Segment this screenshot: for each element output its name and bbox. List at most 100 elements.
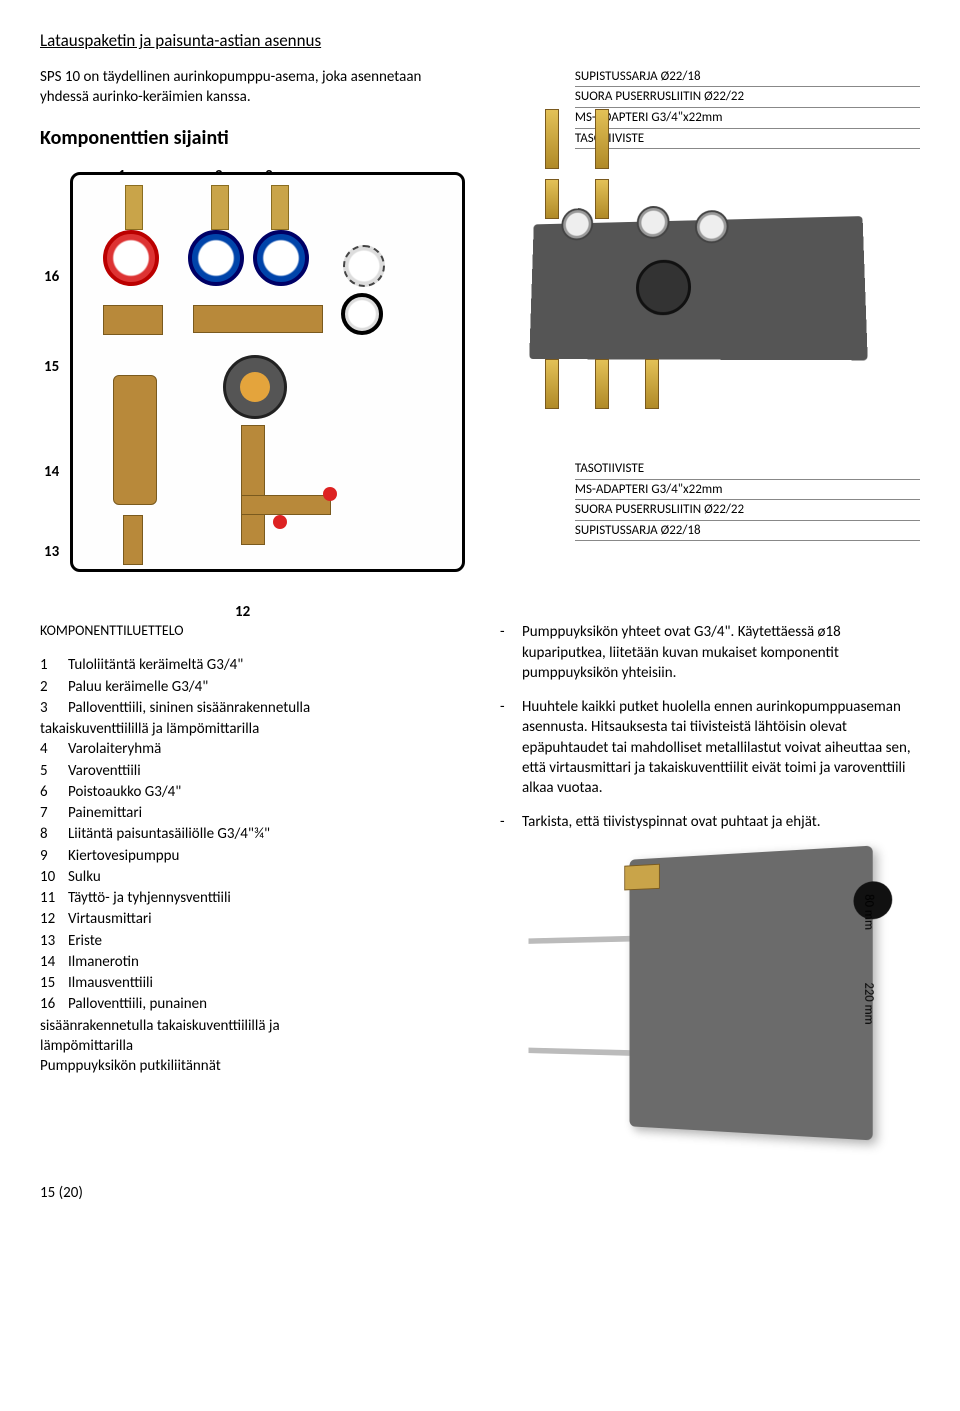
label-adapteri: MS-ADAPTERI G3/4"x22mm bbox=[575, 108, 920, 129]
item-number: 13 bbox=[40, 931, 68, 951]
label-puserrusliitin: SUORA PUSERRUSLIITIN Ø22/22 bbox=[575, 500, 920, 521]
component-list-heading: KOMPONENTTILUETTELO bbox=[40, 622, 460, 641]
item-text: Paluu keräimelle G3/4" bbox=[68, 677, 460, 697]
item-number: 14 bbox=[40, 952, 68, 972]
item-number: 9 bbox=[40, 846, 68, 866]
list-item: 16Palloventtiili, punainen bbox=[40, 994, 460, 1014]
assembly-diagram bbox=[505, 159, 920, 419]
item-text: Sulku bbox=[68, 867, 460, 887]
label-tasotiiviste: TASOTIIVISTE bbox=[575, 129, 920, 150]
pipe-icon bbox=[241, 425, 265, 545]
list-item: 3Palloventtiili, sininen sisäänrakennetu… bbox=[40, 698, 460, 718]
lower-columns: KOMPONENTTILUETTELO 1Tuloliitäntä keräim… bbox=[40, 622, 920, 1132]
page-number: 15 (20) bbox=[40, 1183, 920, 1203]
list-item: 12Virtausmittari bbox=[40, 909, 460, 929]
list-item: 5Varoventtiili bbox=[40, 761, 460, 781]
item-number: 10 bbox=[40, 867, 68, 887]
gauge-blue2-icon bbox=[253, 230, 309, 286]
bullet-dash-icon: - bbox=[500, 697, 522, 798]
left-column: SPS 10 on täydellinen aurinkopumppu-asem… bbox=[40, 67, 475, 593]
callout-13: 13 bbox=[44, 542, 59, 562]
fitting-icon bbox=[645, 359, 659, 409]
wall-anchor-icon bbox=[529, 936, 630, 944]
notes-column: -Pumppuyksikön yhteet ovat G3/4". Käytet… bbox=[500, 622, 920, 1132]
label-supistussarja: SUPISTUSSARJA Ø22/18 bbox=[575, 521, 920, 542]
item-text: Kiertovesipumppu bbox=[68, 846, 460, 866]
fitting-icon bbox=[545, 109, 559, 169]
mounting-plate-diagram: 80 mm 220 mm bbox=[630, 845, 873, 1140]
dimension-label: 80 mm bbox=[860, 894, 877, 930]
dimension-label: 220 mm bbox=[860, 982, 877, 1024]
fitting-icon bbox=[545, 359, 559, 409]
item-number: 1 bbox=[40, 655, 68, 675]
item-text: Virtausmittari bbox=[68, 909, 460, 929]
gauge-icon bbox=[636, 206, 669, 239]
item-number: 6 bbox=[40, 782, 68, 802]
note-text: Huuhtele kaikki putket huolella ennen au… bbox=[522, 697, 920, 798]
note-item: -Pumppuyksikön yhteet ovat G3/4". Käytet… bbox=[500, 622, 920, 683]
item-number: 7 bbox=[40, 803, 68, 823]
page-title: Latauspaketin ja paisunta-astian asennus bbox=[40, 30, 920, 53]
note-text: Pumppuyksikön yhteet ovat G3/4". Käytett… bbox=[522, 622, 920, 683]
gauge-icon bbox=[695, 210, 729, 244]
fitting-icon bbox=[545, 179, 559, 219]
intro-text: SPS 10 on täydellinen aurinkopumppu-asem… bbox=[40, 67, 440, 108]
item-number: 12 bbox=[40, 909, 68, 929]
item-text: Liitäntä paisuntasäiliölle G3/4"¾" bbox=[68, 824, 460, 844]
fitting-icon bbox=[595, 179, 609, 219]
gauge-pressure-icon bbox=[341, 293, 383, 335]
pipe-icon bbox=[271, 185, 289, 230]
label-puserrusliitin: SUORA PUSERRUSLIITIN Ø22/22 bbox=[575, 87, 920, 108]
callout-14: 14 bbox=[44, 462, 59, 482]
item-continuation: lämpömittarilla bbox=[40, 1036, 460, 1056]
item-number: 16 bbox=[40, 994, 68, 1014]
component-diagram bbox=[70, 172, 465, 572]
component-list: 1Tuloliitäntä keräimeltä G3/4" 2Paluu ke… bbox=[40, 655, 460, 718]
manifold-icon bbox=[193, 305, 323, 333]
item-number: 4 bbox=[40, 739, 68, 759]
list-item: 6Poistoaukko G3/4" bbox=[40, 782, 460, 802]
item-text: Ilmausventtiili bbox=[68, 973, 460, 993]
pump-icon bbox=[223, 355, 287, 419]
list-item: 11Täyttö- ja tyhjennysventtiili bbox=[40, 888, 460, 908]
item-number: 8 bbox=[40, 824, 68, 844]
item-number: 3 bbox=[40, 698, 68, 718]
item-continuation: Pumppuyksikön putkiliitännät bbox=[40, 1056, 460, 1076]
list-item: 4Varolaiteryhmä bbox=[40, 739, 460, 759]
pump-icon bbox=[636, 260, 691, 316]
air-separator-icon bbox=[113, 375, 157, 505]
pipe-icon bbox=[211, 185, 229, 230]
callout-16: 16 bbox=[44, 267, 59, 287]
fitting-icon bbox=[595, 109, 609, 169]
pump-unit-icon bbox=[529, 216, 868, 360]
component-list-column: KOMPONENTTILUETTELO 1Tuloliitäntä keräim… bbox=[40, 622, 460, 1132]
fill-drain-icon bbox=[241, 495, 331, 515]
component-list-cont: 4Varolaiteryhmä 5Varoventtiili 6Poistoau… bbox=[40, 739, 460, 1014]
gauge-icon bbox=[561, 208, 594, 241]
item-number: 2 bbox=[40, 677, 68, 697]
item-text: Eriste bbox=[68, 931, 460, 951]
label-supistussarja: SUPISTUSSARJA Ø22/18 bbox=[575, 67, 920, 88]
fitting-labels-top: SUPISTUSSARJA Ø22/18 SUORA PUSERRUSLIITI… bbox=[505, 67, 920, 149]
item-number: 5 bbox=[40, 761, 68, 781]
manifold-icon bbox=[103, 305, 163, 335]
gauge-red-icon bbox=[103, 230, 159, 286]
list-item: 9Kiertovesipumppu bbox=[40, 846, 460, 866]
valve-red-icon bbox=[323, 487, 337, 501]
note-item: -Tarkista, että tiivistyspinnat ovat puh… bbox=[500, 812, 920, 832]
item-text: Palloventtiili, punainen bbox=[68, 994, 460, 1014]
label-tasotiiviste: TASOTIIVISTE bbox=[575, 459, 920, 480]
item-text: Varolaiteryhmä bbox=[68, 739, 460, 759]
fitting-labels-bottom: TASOTIIVISTE MS-ADAPTERI G3/4"x22mm SUOR… bbox=[505, 459, 920, 541]
item-text: Varoventtiili bbox=[68, 761, 460, 781]
list-item: 8Liitäntä paisuntasäiliölle G3/4"¾" bbox=[40, 824, 460, 844]
fitting-icon bbox=[595, 359, 609, 409]
right-column: SUPISTUSSARJA Ø22/18 SUORA PUSERRUSLIITI… bbox=[505, 67, 920, 541]
list-item: 2Paluu keräimelle G3/4" bbox=[40, 677, 460, 697]
list-item: 15Ilmausventtiili bbox=[40, 973, 460, 993]
note-text: Tarkista, että tiivistyspinnat ovat puht… bbox=[522, 812, 821, 832]
valve-red-icon bbox=[273, 515, 287, 529]
top-row: SPS 10 on täydellinen aurinkopumppu-asem… bbox=[40, 67, 920, 593]
pipe-icon bbox=[125, 185, 143, 230]
list-item: 10Sulku bbox=[40, 867, 460, 887]
